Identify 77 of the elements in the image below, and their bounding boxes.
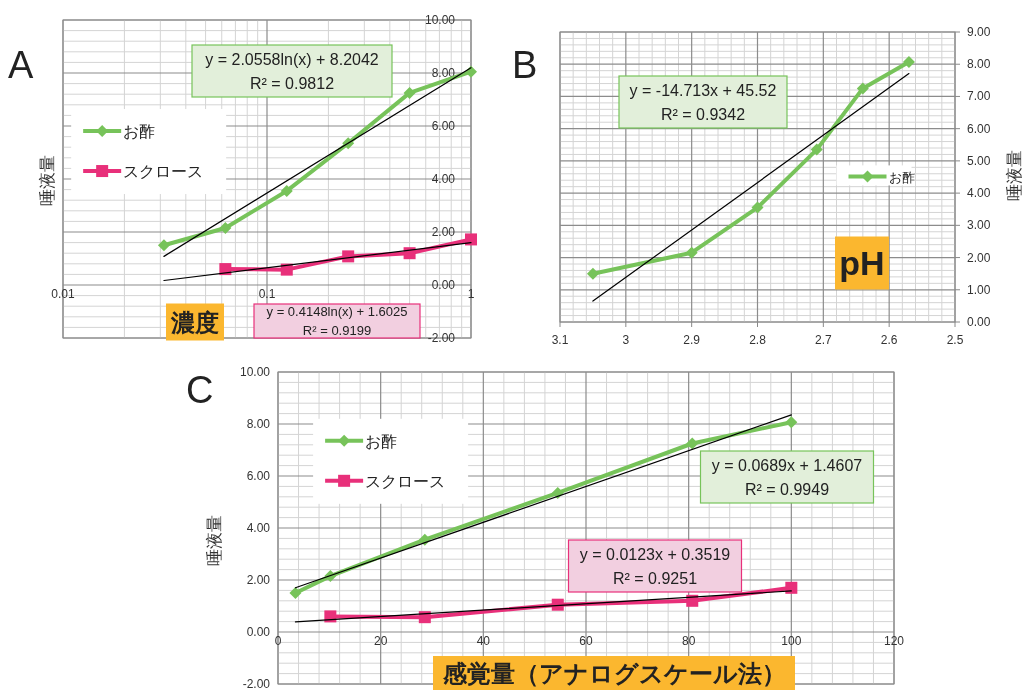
point bbox=[902, 55, 915, 68]
y-tick-label: 0.00 bbox=[431, 278, 456, 292]
y-tick-label: 1.00 bbox=[967, 282, 991, 297]
chart-title: C bbox=[186, 369, 214, 411]
x-tick-label: 1 bbox=[467, 287, 475, 301]
legend-label: お酢 bbox=[365, 431, 398, 451]
annotation: y = 2.0558ln(x) + 8.2042 bbox=[205, 51, 379, 69]
point bbox=[685, 246, 698, 259]
y-tick-label: 2.00 bbox=[246, 573, 271, 587]
y-tick-label: 10.00 bbox=[239, 365, 271, 379]
y-axis-title: 唾液量 bbox=[36, 154, 57, 206]
x-tick-label: 120 bbox=[883, 634, 905, 648]
x-tick-label: 0 bbox=[274, 634, 282, 648]
y-tick-label: -2.00 bbox=[427, 331, 456, 345]
legend-label: スクロース bbox=[123, 162, 204, 182]
text: A bbox=[8, 44, 34, 86]
annotation: y = 0.4148ln(x) + 1.6025 bbox=[266, 304, 408, 320]
point bbox=[551, 598, 564, 611]
x-tick-label: 2.9 bbox=[683, 333, 701, 347]
y-tick-label: 4.00 bbox=[246, 521, 271, 535]
y-tick-label: -2.00 bbox=[242, 677, 271, 690]
annotation: R² = 0.9949 bbox=[744, 480, 830, 498]
x-tick-label: 0.01 bbox=[51, 287, 75, 301]
legend-label: お酢 bbox=[888, 170, 915, 186]
y-tick-label: 4.00 bbox=[431, 172, 456, 186]
chart-title: B bbox=[512, 44, 538, 86]
point bbox=[810, 143, 823, 156]
y-tick-label: 8.00 bbox=[967, 57, 991, 72]
annotation: y = 0.0123x + 0.3519 bbox=[579, 546, 731, 564]
x-tick-label: 0.1 bbox=[258, 287, 276, 301]
point bbox=[856, 82, 869, 95]
y-tick-label: 6.00 bbox=[431, 119, 456, 133]
x-tick-label: 40 bbox=[476, 634, 491, 648]
y-tick-label: 7.00 bbox=[967, 89, 991, 104]
y-axis-title: 唾液量 bbox=[203, 514, 224, 566]
x-tick-label: 80 bbox=[681, 634, 696, 648]
x-tick-label: 3 bbox=[622, 333, 630, 347]
x-tick-label: 60 bbox=[579, 634, 593, 648]
y-tick-label: 6.00 bbox=[967, 121, 991, 136]
x-tick-label: 2.5 bbox=[946, 333, 964, 347]
y-axis-title: 唾液量 bbox=[1003, 149, 1024, 201]
y-tick-label: 2.00 bbox=[967, 250, 991, 265]
legend-label: お酢 bbox=[123, 122, 156, 142]
x-tick-label: 2.6 bbox=[880, 333, 898, 347]
y-tick-label: 3.00 bbox=[967, 218, 991, 233]
y-tick-label: 2.00 bbox=[431, 225, 456, 239]
y-tick-label: 10.00 bbox=[424, 13, 456, 27]
y-tick-label: 0.00 bbox=[246, 625, 271, 639]
annotation: y = -14.713x + 45.52 bbox=[629, 82, 777, 100]
point bbox=[785, 416, 798, 429]
x-tick-label: 100 bbox=[781, 634, 802, 648]
y-tick-label: 9.00 bbox=[967, 25, 991, 39]
y-tick-label: 8.00 bbox=[246, 417, 271, 431]
y-tick-label: 8.00 bbox=[431, 66, 456, 80]
x-axis-title: 感覚量（アナログスケール法） bbox=[441, 658, 786, 688]
x-tick-label: 2.7 bbox=[814, 333, 832, 347]
point bbox=[289, 587, 302, 599]
annotation: R² = 0.9251 bbox=[612, 569, 698, 587]
y-tick-label: 5.00 bbox=[967, 153, 991, 168]
annotation: R² = 0.9812 bbox=[249, 74, 335, 92]
x-tick-label: 20 bbox=[373, 634, 388, 648]
x-axis-title: pH bbox=[839, 244, 885, 283]
y-tick-label: 4.00 bbox=[967, 186, 991, 201]
point bbox=[586, 267, 599, 280]
x-axis-title: 濃度 bbox=[170, 307, 219, 337]
y-tick-label: 0.00 bbox=[967, 315, 991, 329]
x-tick-label: 3.1 bbox=[551, 333, 569, 347]
point bbox=[785, 581, 798, 594]
legend-label: スクロース bbox=[365, 471, 446, 491]
point bbox=[686, 437, 699, 450]
y-tick-label: 6.00 bbox=[246, 469, 271, 483]
legend: お酢 bbox=[836, 165, 915, 186]
point bbox=[751, 201, 764, 214]
annotation: y = 0.0689x + 1.4607 bbox=[711, 457, 863, 475]
annotation: R² = 0.9342 bbox=[660, 105, 746, 123]
x-tick-label: 2.8 bbox=[749, 333, 767, 347]
annotation: R² = 0.9199 bbox=[302, 323, 372, 339]
